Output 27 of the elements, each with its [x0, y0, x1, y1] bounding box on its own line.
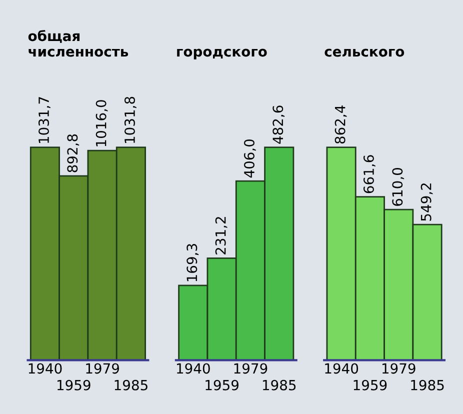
- chart-title: сельского: [324, 48, 404, 57]
- data-label: 549,2: [420, 183, 433, 221]
- x-tick-label: 1985: [114, 380, 148, 390]
- x-tick-label: 1979: [234, 363, 268, 374]
- data-label: 1031,8: [124, 96, 136, 143]
- data-label: 1016,0: [96, 100, 108, 146]
- data-label: 610,0: [392, 168, 404, 206]
- x-tick-label: 1959: [57, 380, 90, 390]
- x-tick-label: 1940: [176, 363, 210, 374]
- x-tick-label: 1940: [28, 363, 62, 374]
- x-tick-label: 1979: [382, 363, 416, 374]
- data-label: 231,2: [215, 217, 228, 254]
- x-tick-label: 1985: [262, 380, 296, 390]
- data-label: 1031,7: [38, 97, 50, 143]
- x-tick-label: 1959: [206, 380, 238, 390]
- x-tick-label: 1940: [325, 363, 358, 374]
- data-label: 862,4: [334, 106, 347, 144]
- data-label: 169,3: [186, 244, 199, 282]
- data-label: 661,6: [363, 155, 376, 194]
- chart-title: общая численность: [28, 30, 128, 57]
- data-label: 892,8: [67, 134, 80, 172]
- x-tick-label: 1985: [411, 380, 444, 390]
- data-label: 406,0: [244, 139, 256, 178]
- x-tick-label: 1979: [86, 363, 119, 374]
- data-label: 482,6: [272, 106, 285, 144]
- chart-title: городского: [177, 48, 267, 60]
- x-tick-label: 1959: [354, 380, 387, 390]
